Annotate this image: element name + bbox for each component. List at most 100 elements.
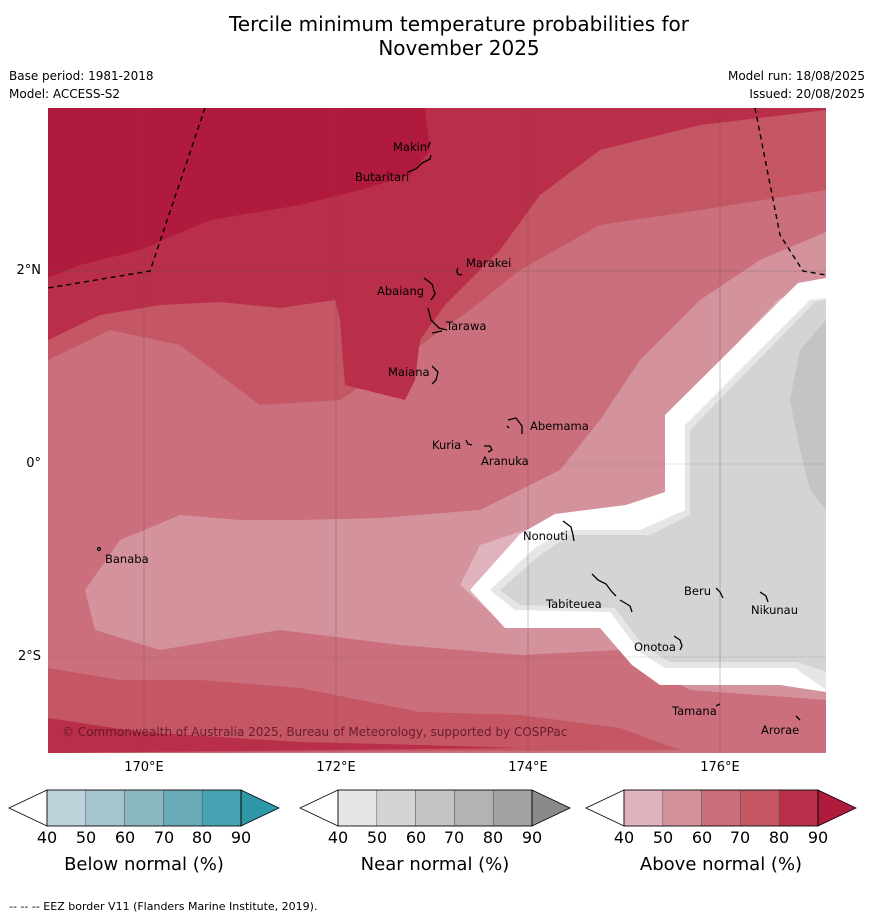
colorbar-above-under-triangle (585, 789, 625, 827)
band-above-90 (48, 108, 430, 278)
eez-border (47, 107, 827, 289)
cb-near-tick: 40 (327, 828, 349, 847)
lat-label-2s: 2°S (17, 649, 41, 664)
island-butaritari (407, 154, 432, 173)
cb-above-tick: 60 (691, 828, 713, 847)
lon-label-174: 174°E (508, 760, 548, 775)
band-above-70-south (48, 668, 680, 753)
map-title: Tercile minimum temperature probabilitie… (0, 12, 873, 60)
label-kuria: Kuria (432, 438, 461, 452)
cb-above-tick: 80 (768, 828, 790, 847)
island-abaiang (423, 277, 436, 301)
label-abemama: Abemama (530, 419, 589, 433)
issued-date: Issued: 20/08/2025 (749, 87, 865, 101)
colorbar-near-over-triangle (531, 789, 571, 827)
islands (96, 141, 801, 721)
eez-footnote: -- -- -- EEZ border V11 (Flanders Marine… (9, 900, 318, 913)
colorbar-near-segment (376, 789, 416, 827)
colorbar-above-segment (701, 789, 741, 827)
cb-above-tick: 40 (613, 828, 635, 847)
island-tabiteuea (591, 573, 633, 613)
cb-below-tick: 60 (114, 828, 136, 847)
colorbar-below-under-triangle (8, 789, 48, 827)
cb-above-tick: 90 (807, 828, 829, 847)
island-beru (715, 587, 724, 599)
colorbar-above-title: Above normal (%) (639, 854, 803, 875)
title-line-2: November 2025 (378, 36, 540, 60)
label-onotoa: Onotoa (634, 640, 676, 654)
eez-border-west (47, 107, 206, 289)
colorbar-above-segment (778, 789, 819, 827)
island-tamana (715, 703, 721, 707)
colorbar-near-title: Near normal (%) (360, 854, 510, 875)
colorbar-below-segment (201, 789, 242, 827)
label-nikunau: Nikunau (751, 603, 798, 617)
lon-label-172: 172°E (316, 760, 356, 775)
grid-lines (48, 108, 826, 753)
colorbar-near-segment (454, 789, 494, 827)
island-onotoa (673, 635, 683, 651)
cb-above-tick: 70 (729, 828, 751, 847)
probability-field (48, 108, 826, 753)
colorbar-above-segment (623, 789, 664, 827)
model-run: Model run: 18/08/2025 (727, 69, 865, 83)
colorbar-below-over-triangle (240, 789, 280, 827)
colorbar-below-segment (163, 789, 203, 827)
colorbar-near-segment (492, 789, 533, 827)
lat-label-2n: 2°N (16, 263, 42, 278)
label-butaritari: Butaritari (355, 170, 409, 184)
lon-label-170: 170°E (124, 760, 164, 775)
cb-below-tick: 40 (36, 828, 58, 847)
label-marakei: Marakei (466, 256, 511, 270)
island-makin (427, 141, 431, 149)
cb-near-tick: 90 (521, 828, 543, 847)
colorbar-below-segment (85, 789, 125, 827)
colorbar-near-outline (337, 789, 533, 827)
cb-below-tick: 50 (75, 828, 97, 847)
band-above-80-south (48, 718, 520, 753)
island-abemama (506, 417, 523, 434)
colorbar-below-outline (46, 789, 242, 827)
label-abaiang: Abaiang (377, 284, 424, 298)
colorbar-above-segment (740, 789, 780, 827)
base-period: Base period: 1981-2018 (9, 69, 154, 83)
cb-below-tick: 70 (153, 828, 175, 847)
colorbar-above-segment (662, 789, 702, 827)
island-marakei (456, 267, 463, 276)
label-tamana: Tamana (671, 704, 717, 718)
cb-near-tick: 70 (443, 828, 465, 847)
colorbar-above-outline (623, 789, 819, 827)
cb-below-tick: 90 (230, 828, 252, 847)
label-aranuka: Aranuka (481, 454, 529, 468)
island-nikunau (759, 591, 769, 603)
colorbar-below-segment (46, 789, 87, 827)
island-banaba (96, 546, 102, 552)
island-aranuka (484, 445, 493, 453)
colorbars (8, 789, 857, 827)
label-tarawa: Tarawa (445, 319, 486, 333)
label-beru: Beru (684, 584, 711, 598)
lon-label-176: 176°E (700, 760, 740, 775)
label-maiana: Maiana (388, 365, 430, 379)
island-kuria (465, 439, 473, 446)
cb-near-tick: 80 (482, 828, 504, 847)
cb-below-tick: 80 (191, 828, 213, 847)
colorbar-below-segment (124, 789, 164, 827)
colorbar-near-segment (415, 789, 455, 827)
colorbar-near-segment (337, 789, 378, 827)
model-name: Model: ACCESS-S2 (9, 87, 121, 101)
colorbar-near-under-triangle (299, 789, 339, 827)
meta-right: Model run: 18/08/2025 Issued: 20/08/2025 (728, 67, 865, 103)
cb-above-tick: 50 (652, 828, 674, 847)
cb-near-tick: 50 (366, 828, 388, 847)
place-labels: Makin Butaritari Marakei Abaiang Tarawa … (105, 140, 799, 737)
eez-border-east (754, 107, 827, 276)
lat-label-0: 0° (26, 456, 41, 471)
colorbar-above-over-triangle (817, 789, 857, 827)
label-banaba: Banaba (105, 552, 149, 566)
copyright-notice: © Commonwealth of Australia 2025, Bureau… (62, 725, 567, 739)
island-tarawa (427, 307, 448, 334)
title-line-1: Tercile minimum temperature probabilitie… (228, 12, 690, 36)
meta-left: Base period: 1981-2018 Model: ACCESS-S2 (9, 67, 154, 103)
